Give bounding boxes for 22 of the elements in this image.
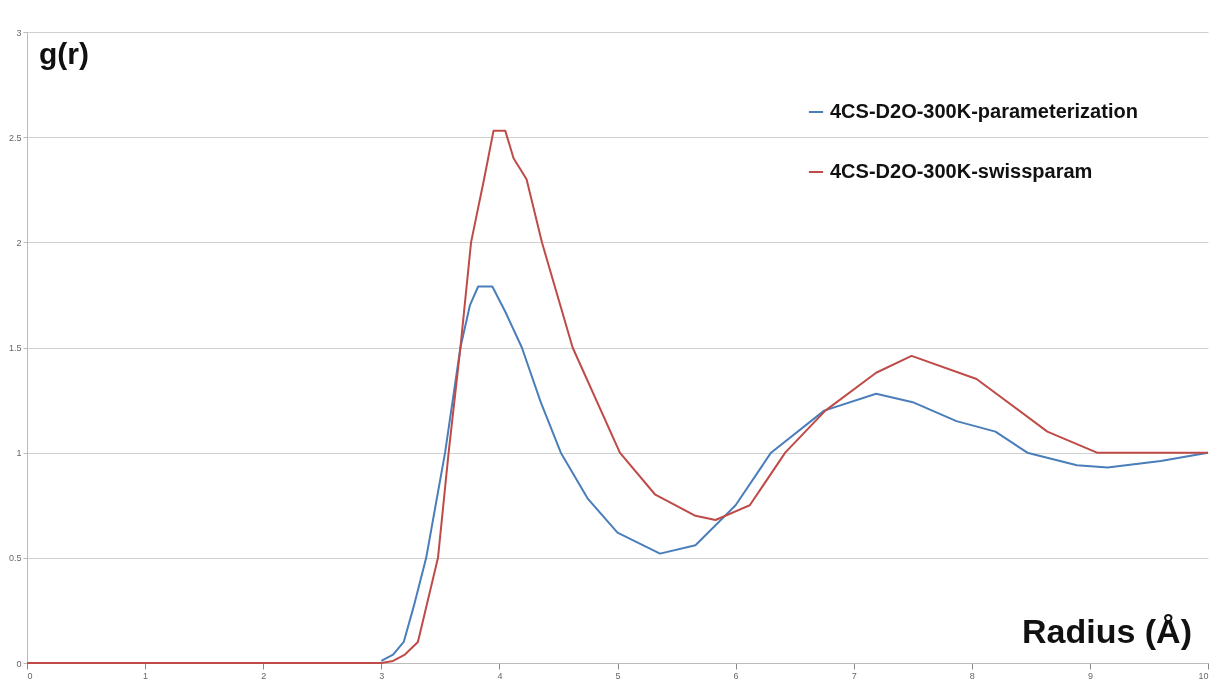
x-tick-label: 9 (1087, 670, 1093, 681)
x-tick-label: 7 (851, 670, 857, 681)
y-tick-label: 0 (16, 658, 22, 669)
y-axis-title: g(r) (39, 37, 89, 70)
x-tick-label: 5 (615, 670, 621, 681)
legend-label: 4CS-D2O-300K-swissparam (830, 160, 1093, 182)
legend-label: 4CS-D2O-300K-parameterization (830, 100, 1138, 122)
x-axis-title: Radius (Å) (1022, 612, 1192, 650)
y-tick-label: 2 (16, 237, 22, 248)
y-tick-label: 0.5 (8, 553, 22, 564)
y-tick-label: 2.5 (8, 132, 22, 143)
x-tick-label: 2 (261, 670, 267, 681)
x-tick-label: 6 (733, 670, 739, 681)
y-tick-label: 1.5 (8, 343, 22, 353)
x-tick-label: 8 (969, 670, 975, 681)
y-tick-label: 3 (16, 27, 22, 38)
x-tick-label: 0 (27, 670, 33, 681)
x-tick-label: 3 (379, 670, 385, 681)
x-tick-label: 4 (497, 670, 503, 681)
x-tick-label: 10 (1198, 670, 1209, 681)
x-tick-label: 1 (143, 670, 149, 681)
y-tick-label: 1 (16, 448, 22, 459)
